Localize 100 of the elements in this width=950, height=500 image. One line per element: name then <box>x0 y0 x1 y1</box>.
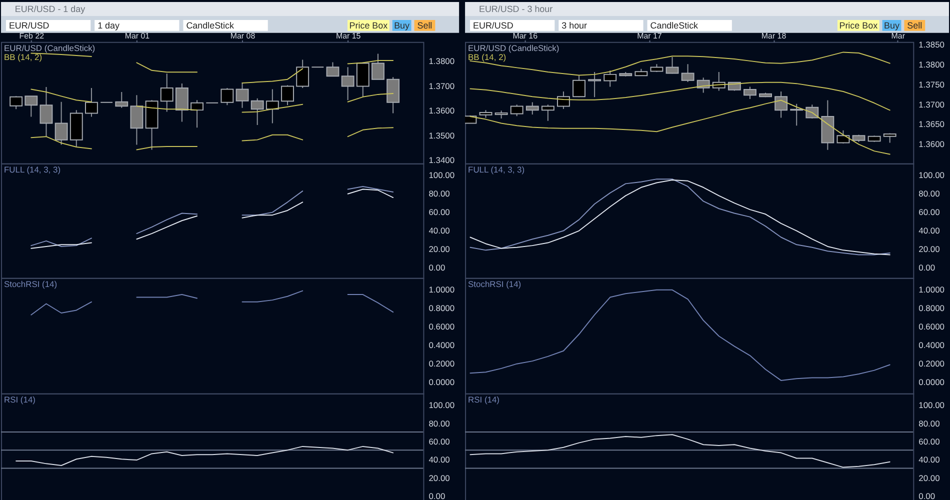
y-tick-label: 0.6000 <box>428 321 455 332</box>
legend-title: EUR/USD (CandleStick) <box>4 42 96 53</box>
candlestick <box>281 84 294 106</box>
y-tick-label: 100.00 <box>428 400 455 410</box>
chart-title: StochRSI (14) <box>468 278 522 289</box>
candlestick <box>666 56 679 74</box>
candlestick <box>883 132 896 144</box>
text: Buy <box>394 20 410 30</box>
text: Sell <box>907 20 922 30</box>
y-tick-label: 60.00 <box>428 436 450 446</box>
candlestick <box>356 62 370 98</box>
series-label: BB (14, 2) <box>4 52 42 62</box>
candlestick <box>160 73 174 112</box>
text: Buy <box>884 20 900 30</box>
y-tick-label: 1.3800 <box>428 56 455 66</box>
x-tick-label: Mar 08 <box>230 31 256 40</box>
y-tick-label: 100.00 <box>918 170 945 180</box>
y-tick-label: 0.00 <box>428 262 446 272</box>
y-tick-label: 0.0000 <box>918 376 945 387</box>
y-tick-label: 1.3700 <box>428 80 455 91</box>
x-tick-label: Mar 16 <box>512 31 538 40</box>
y-tick-label: 0.00 <box>428 490 446 500</box>
x-tick-label: Mar 01 <box>124 31 150 40</box>
y-tick-label: 60.00 <box>918 436 940 446</box>
y-tick-label: 0.00 <box>918 490 936 500</box>
candlestick <box>236 82 249 108</box>
y-tick-label: 1.3650 <box>918 119 945 130</box>
candlestick <box>84 87 98 118</box>
candlestick <box>54 101 68 146</box>
chart-title: FULL (14, 3, 3) <box>4 164 61 174</box>
y-tick-label: 1.3850 <box>918 40 945 50</box>
series-label: BB (14, 2) <box>468 52 506 62</box>
y-tick-label: 60.00 <box>428 206 450 217</box>
y-tick-label: 100.00 <box>428 170 455 180</box>
y-tick-label: 1.3400 <box>428 155 455 166</box>
candlestick <box>130 94 144 146</box>
y-tick-label: 0.4000 <box>918 340 945 350</box>
y-tick-label: 1.3800 <box>918 60 945 70</box>
line-series <box>470 289 890 381</box>
y-tick-label: 40.00 <box>918 225 940 236</box>
y-tick-label: 0.8000 <box>918 302 945 313</box>
line-series <box>470 434 890 468</box>
text: 3 hour <box>562 20 588 30</box>
candlestick <box>743 86 756 100</box>
legend-title: EUR/USD (CandleStick) <box>468 42 560 53</box>
chart-title: EUR/USD - 3 hour <box>478 4 553 14</box>
candlestick <box>372 53 384 80</box>
candlestick <box>386 76 400 114</box>
candlestick <box>526 102 539 116</box>
chart-title: StochRSI (14) <box>4 278 58 289</box>
line-series <box>470 52 890 76</box>
text: 1 day <box>98 20 120 30</box>
y-tick-label: 20.00 <box>918 472 940 483</box>
y-tick-label: 1.0000 <box>918 284 945 294</box>
candlestick <box>681 64 694 82</box>
y-tick-label: 80.00 <box>428 188 450 198</box>
chart-title: RSI (14) <box>468 394 500 404</box>
y-tick-label: 1.0000 <box>428 284 455 294</box>
chart-title: FULL (14, 3, 3) <box>468 164 525 174</box>
y-tick-label: 20.00 <box>918 244 940 254</box>
text: CandleStick <box>186 20 235 30</box>
text: Price Box <box>839 20 878 30</box>
y-tick-label: 80.00 <box>918 188 940 198</box>
candlestick <box>115 91 128 108</box>
text: EUR/USD <box>473 20 514 30</box>
chart-title: EUR/USD - 1 day <box>14 4 86 14</box>
x-tick-label: Mar <box>891 31 906 40</box>
y-tick-label: 1.3750 <box>918 79 945 90</box>
y-tick-label: 0.2000 <box>918 358 945 368</box>
y-tick-label: 100.00 <box>918 400 945 410</box>
candlestick <box>40 86 53 138</box>
y-tick-label: 40.00 <box>428 454 450 465</box>
x-tick-label: Mar 15 <box>336 31 362 40</box>
candlestick <box>266 88 279 124</box>
candlestick <box>588 72 602 98</box>
y-tick-label: 0.00 <box>918 262 936 272</box>
candlestick <box>220 87 234 106</box>
candlestick <box>296 59 310 88</box>
candlestick <box>175 83 188 122</box>
candlestick <box>10 96 23 110</box>
candlestick <box>604 70 617 88</box>
candlestick <box>510 104 524 117</box>
x-tick-label: Mar 17 <box>637 31 662 40</box>
y-tick-label: 1.3600 <box>918 139 945 150</box>
y-tick-label: 20.00 <box>428 244 450 254</box>
y-tick-label: 80.00 <box>428 418 450 428</box>
y-tick-label: 0.0000 <box>428 376 455 387</box>
y-tick-label: 60.00 <box>918 206 940 217</box>
y-tick-label: 1.3700 <box>918 99 945 110</box>
x-tick-label: Mar 18 <box>761 31 787 40</box>
y-tick-label: 20.00 <box>428 472 450 483</box>
y-tick-label: 1.3600 <box>428 106 455 116</box>
candlestick <box>572 75 586 98</box>
y-tick-label: 80.00 <box>918 418 940 428</box>
candlestick <box>836 130 850 144</box>
candlestick <box>250 98 264 126</box>
candlestick <box>190 100 204 128</box>
y-tick-label: 0.8000 <box>428 302 455 313</box>
text: Sell <box>417 20 432 30</box>
candlestick <box>541 104 554 122</box>
